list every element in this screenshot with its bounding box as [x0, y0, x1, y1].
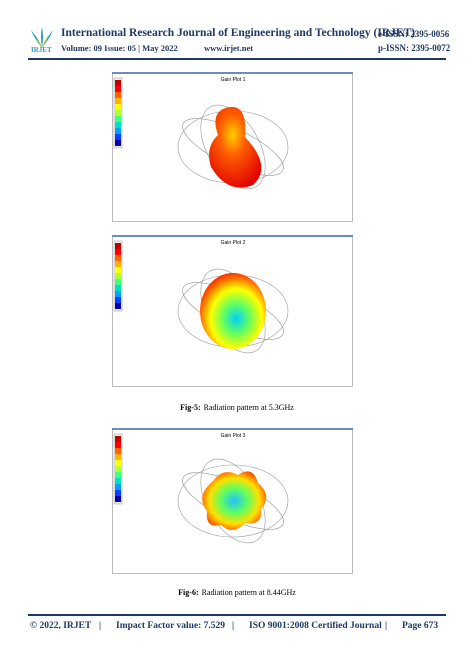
footer-rule [28, 614, 446, 616]
color-scale [113, 77, 123, 149]
caption-text: Radiation pattern at 8.44GHz [201, 588, 296, 597]
caption: Fig-6: Radiation pattern at 8.44GHz [0, 588, 474, 597]
logo-text: IRJET [31, 46, 52, 54]
color-scale [113, 433, 123, 505]
separator: | [99, 621, 102, 631]
figure-image: Gain Plot 1 [112, 72, 353, 227]
gain-plot: Gain Plot 2 [112, 235, 353, 387]
website: www.irjet.net [204, 43, 254, 53]
caption: Fig-5: Radiation pattern at 5.3GHz [0, 403, 474, 412]
plot-title: Gain Plot 3 [221, 433, 246, 439]
caption-label: Fig-5: [180, 403, 201, 412]
plot-title: Gain Plot 2 [221, 240, 246, 246]
impact-factor: Impact Factor value: 7.529 [116, 621, 226, 631]
header-rule [28, 58, 446, 60]
caption-text: Radiation pattern at 5.3GHz [203, 403, 294, 412]
color-scale [113, 240, 123, 312]
caption-label: Fig-6: [178, 588, 199, 597]
plot-bar [112, 235, 353, 237]
gain-plot: Gain Plot 1 [112, 72, 353, 222]
p-issn: p-ISSN: 2395-0072 [378, 43, 451, 53]
e-issn: e-ISSN: 2395-0056 [378, 29, 450, 39]
radiation-pattern [200, 273, 266, 349]
separator: | [232, 621, 235, 631]
iso: ISO 9001:2008 Certified Journal [249, 621, 382, 631]
logo-icon [31, 27, 53, 48]
separator: | [385, 621, 388, 631]
copyright: © 2022, IRJET [30, 621, 92, 631]
radiation-pattern [209, 106, 262, 188]
plot-bar [112, 72, 353, 74]
gain-plot: Gain Plot 3 [112, 428, 353, 574]
plot-bar [112, 428, 353, 430]
plot-title: Gain Plot 1 [221, 77, 246, 83]
figure-image: Gain Plot 3 [112, 428, 353, 579]
journal-title: International Research Journal of Engine… [61, 27, 416, 39]
radiation-pattern [202, 471, 267, 531]
page-number: Page 673 [402, 621, 439, 631]
volume: Volume: 09 Issue: 05 | May 2022 [61, 43, 178, 53]
figure-image: Gain Plot 2 [112, 235, 353, 392]
